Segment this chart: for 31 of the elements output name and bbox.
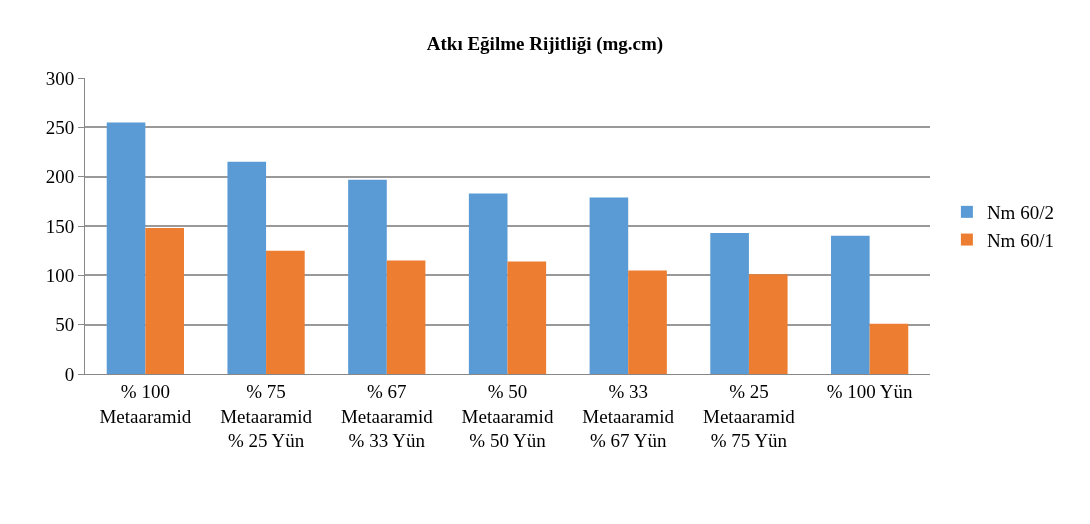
bar <box>831 235 870 374</box>
x-tick-label: % 50 Metaaramid % 50 Yün <box>461 380 554 452</box>
bar <box>869 323 909 374</box>
y-tick-label: 150 <box>45 215 75 237</box>
y-tick-label: 0 <box>64 363 75 385</box>
bar <box>628 270 667 374</box>
y-tick-label: 200 <box>45 166 75 188</box>
x-tick-label: % 67 Metaaramid % 33 Yün <box>340 380 434 452</box>
bar <box>386 260 426 374</box>
bar <box>266 250 305 374</box>
bar <box>710 232 749 374</box>
y-tick-label: 100 <box>45 264 75 286</box>
x-tick-label: % 100 Metaaramid <box>99 380 192 427</box>
bar <box>145 227 184 374</box>
bar <box>748 274 788 374</box>
y-tick-label: 250 <box>45 116 75 138</box>
bar <box>348 179 387 374</box>
bar <box>589 197 629 374</box>
legend-label: Nm 60/2 <box>986 202 1054 224</box>
bar <box>227 161 267 374</box>
bar <box>106 122 146 374</box>
bar <box>507 261 547 374</box>
y-tick-label: 50 <box>55 314 75 336</box>
y-tick-label: 300 <box>45 67 75 89</box>
x-tick-label: % 75 Metaaramid % 25 Yün <box>220 380 313 452</box>
x-tick-label: % 25 Metaaramid % 75 Yün <box>703 380 796 452</box>
legend-label: Nm 60/1 <box>986 229 1054 251</box>
x-tick-label: % 100 Yün <box>826 380 914 402</box>
bar <box>468 193 508 374</box>
chart-title: Atkı Eğilme Rijitliği (mg.cm) <box>426 32 664 55</box>
x-tick-label: % 33 Metaaramid % 67 Yün <box>582 380 675 452</box>
